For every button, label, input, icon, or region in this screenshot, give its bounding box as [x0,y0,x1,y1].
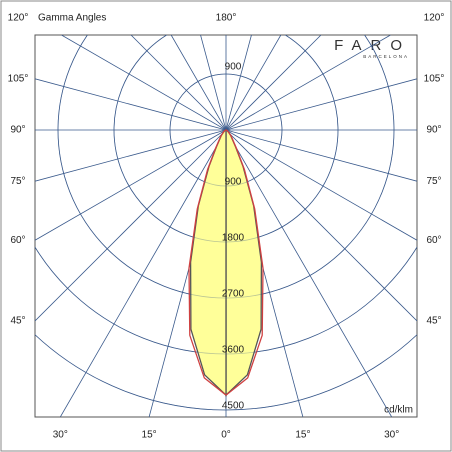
angle-grid-line [225,129,417,182]
radial-grid-circle [35,334,417,411]
radial-tick-label: 1800 [222,233,245,244]
radial-tick-label: 3600 [222,345,245,356]
angle-tick-label: 90° [426,125,441,136]
angle-tick-label: 75° [426,176,441,187]
angle-grid-line [225,78,417,131]
angle-grid-line [35,78,227,131]
radial-grid-circle [113,35,339,243]
angle-grid-line [59,129,227,417]
angle-tick-label: 0° [221,430,231,441]
radial-grid-circle [35,246,417,355]
intensity-curve [225,129,264,396]
angle-tick-label: 30° [53,430,68,441]
angle-tick-label: 45° [10,316,25,327]
angle-grid-line [35,129,227,322]
radial-grid-circle [35,334,417,411]
angle-tick-label: 15° [142,430,157,441]
radial-grid-circle [57,35,395,299]
radial-tick-label: 2700 [222,289,245,300]
angle-tick-label: 180° [216,13,237,24]
angle-grid-line [225,35,282,131]
angle-grid-line [225,129,417,241]
angle-tick-label: 90° [10,125,25,136]
labels: 900 1800 2700 3600 4500 900 180° 0° 120° 105° 90° 7… [8,13,445,441]
angle-grid-line [225,129,417,322]
angle-grid-line [170,35,227,131]
angle-tick-label: 60° [10,235,25,246]
unit-label: cd/klm [384,405,413,416]
angle-tick-label: 105° [424,73,445,84]
angle-tick-label: 120° [8,13,29,24]
plot [35,35,417,417]
radial-tick-label: 4500 [222,401,245,412]
angle-grid-line [61,35,227,131]
angle-tick-label: 30° [384,430,399,441]
angle-tick-label: 15° [295,430,310,441]
angle-tick-label: 60° [426,235,441,246]
angle-tick-label: 75° [10,176,25,187]
logo-sub: BARCELONA [363,54,409,59]
radial-tick-label: 900 [225,62,242,73]
logo: FARO [334,37,411,54]
angle-tick-label: 45° [426,316,441,327]
angle-tick-label: 105° [8,73,29,84]
radial-grid-circle [169,73,283,187]
intensity-curve [188,129,227,396]
angle-grid-line [35,129,227,182]
radial-tick-label: 900 [225,177,242,188]
angle-grid-line [35,129,227,241]
chart-title: Gamma Angles [38,13,106,24]
angle-grid-line [225,35,391,131]
angle-grid-line [225,35,252,131]
angle-tick-label: 120° [424,13,445,24]
angle-grid-line [225,129,393,417]
angle-grid-line [200,35,227,131]
